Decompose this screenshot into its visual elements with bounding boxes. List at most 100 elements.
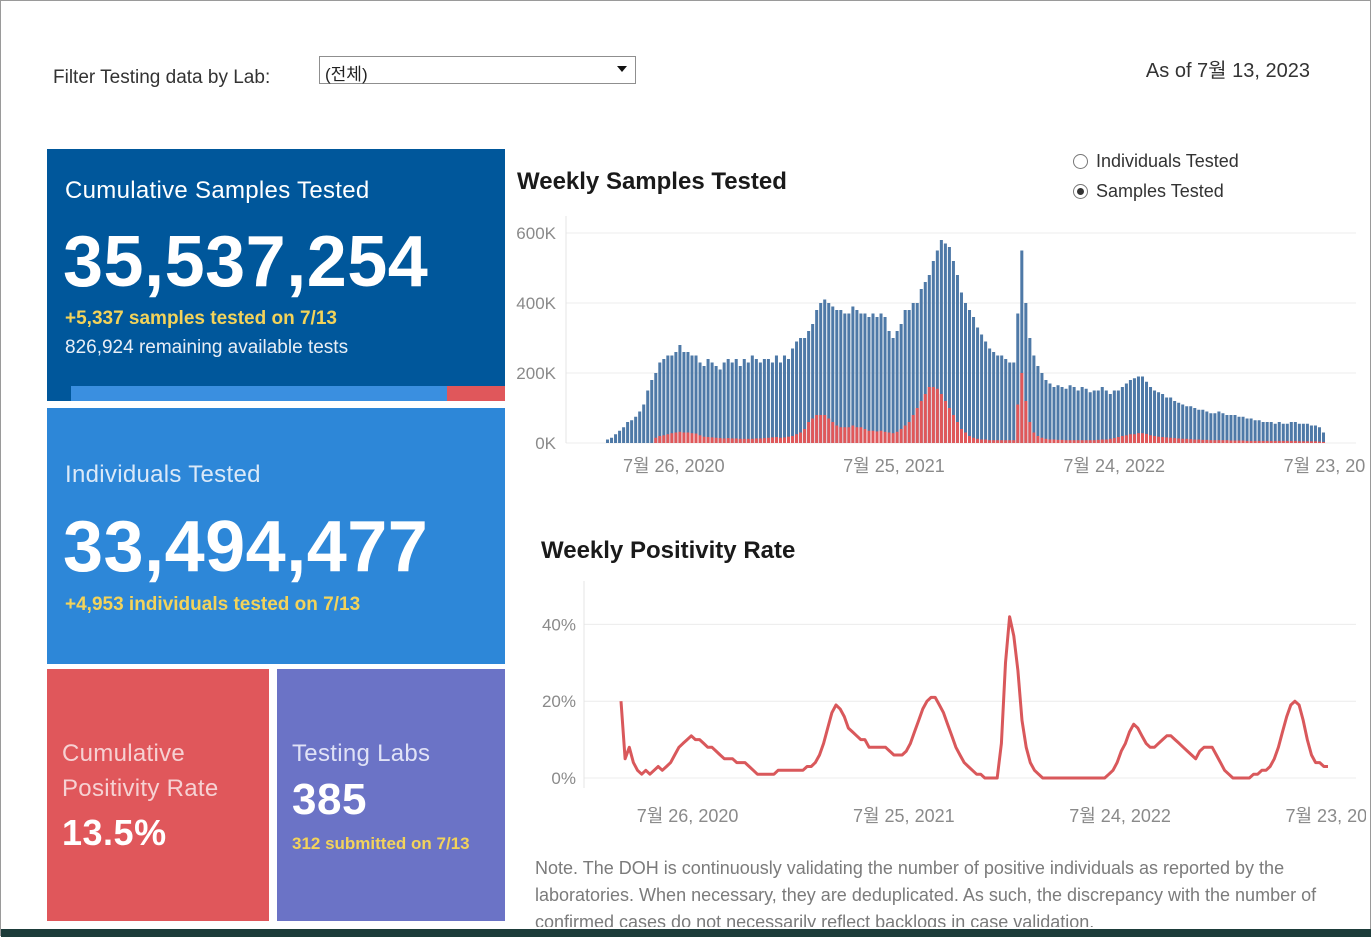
- bar-positive: [915, 408, 919, 443]
- bar-samples: [1060, 387, 1064, 443]
- bar-positive: [746, 438, 750, 443]
- bar-samples: [1241, 416, 1245, 443]
- bar-samples: [622, 427, 626, 443]
- bar-positive: [787, 436, 791, 443]
- bar-samples: [1136, 376, 1140, 443]
- radio-button-selected-icon: [1073, 184, 1088, 199]
- bar-samples: [871, 313, 875, 443]
- bar-positive: [992, 440, 996, 443]
- x-tick-label: 7월 25, 2021: [853, 806, 955, 826]
- radio-samples-tested[interactable]: Samples Tested: [1073, 181, 1224, 202]
- footer-strip: [1, 929, 1371, 937]
- bar-samples: [819, 303, 823, 443]
- bar-positive: [1157, 436, 1161, 443]
- bar-samples: [1201, 409, 1205, 443]
- positivity-line: [619, 615, 1328, 780]
- bar-samples: [951, 261, 955, 443]
- bar-positive: [968, 436, 972, 443]
- bar-samples: [1064, 388, 1068, 443]
- bar-samples: [650, 380, 654, 443]
- bar-positive: [1321, 441, 1325, 443]
- bar-samples: [674, 352, 678, 443]
- x-tick-label: 7월 26, 2020: [637, 806, 739, 826]
- bar-samples: [803, 338, 807, 443]
- bar-samples: [778, 362, 782, 443]
- bar-positive: [823, 415, 827, 443]
- bar-positive: [791, 436, 795, 443]
- bar-positive: [706, 437, 710, 443]
- bar-positive: [1092, 440, 1096, 443]
- bar-samples: [1277, 422, 1281, 443]
- bar-positive: [1301, 441, 1305, 443]
- bar-positive: [1149, 435, 1153, 443]
- bar-samples: [851, 306, 855, 443]
- bar-positive: [1297, 441, 1301, 443]
- bar-samples: [827, 303, 831, 443]
- bar-samples: [1068, 385, 1072, 443]
- bar-positive: [795, 434, 799, 443]
- bar-samples: [718, 369, 722, 443]
- bar-positive: [774, 437, 778, 443]
- bar-samples: [1269, 422, 1273, 443]
- bar-positive: [947, 408, 951, 443]
- bar-samples: [702, 366, 706, 443]
- bar-samples: [992, 352, 996, 443]
- bar-samples: [1301, 423, 1305, 443]
- bar-samples: [1297, 423, 1301, 443]
- bar-positive: [1293, 440, 1297, 443]
- bar-samples: [1144, 381, 1149, 443]
- bar-positive: [939, 394, 943, 443]
- bar-positive: [887, 432, 891, 443]
- bar-samples: [867, 317, 871, 443]
- bar-positive: [996, 440, 1000, 443]
- radio-individuals-tested[interactable]: Individuals Tested: [1073, 151, 1239, 172]
- bar-positive: [951, 415, 955, 443]
- bar-positive: [1068, 440, 1072, 443]
- bar-positive: [1161, 437, 1165, 443]
- bar-positive: [1261, 440, 1265, 443]
- bar-positive: [662, 435, 666, 443]
- bar-positive: [698, 435, 702, 443]
- bar-samples: [927, 275, 931, 443]
- bar-samples: [750, 355, 754, 443]
- bar-samples: [1273, 423, 1277, 443]
- positivity-rate-value: 13.5%: [62, 812, 167, 853]
- bar-samples: [1072, 387, 1076, 443]
- bar-samples: [1253, 420, 1257, 443]
- bar-samples: [1305, 423, 1309, 443]
- bar-samples: [811, 324, 815, 443]
- card-title: Cumulative Samples Tested: [65, 177, 370, 204]
- bar-samples: [1149, 387, 1153, 443]
- radio-label: Samples Tested: [1096, 181, 1224, 201]
- bar-samples: [1096, 390, 1100, 443]
- bar-positive: [811, 418, 815, 443]
- bar-positive: [1241, 440, 1245, 443]
- y-tick-label: 400K: [516, 294, 556, 313]
- bar-positive: [851, 425, 855, 443]
- bar-samples: [1309, 425, 1313, 443]
- bar-positive: [702, 436, 706, 443]
- bar-samples: [626, 422, 630, 443]
- bar-samples: [1249, 418, 1253, 443]
- bar-samples: [1285, 423, 1289, 443]
- bar-samples: [1052, 387, 1056, 443]
- y-tick-label: 20%: [542, 692, 576, 711]
- bar-samples: [1124, 383, 1128, 443]
- bar-positive: [1048, 439, 1052, 443]
- bar-samples: [1088, 392, 1092, 443]
- bar-samples: [694, 355, 698, 443]
- bar-positive: [1020, 373, 1024, 443]
- bar-positive: [1277, 440, 1281, 443]
- bar-positive: [770, 437, 774, 443]
- bar-positive: [1265, 440, 1269, 443]
- bar-samples: [642, 404, 646, 443]
- lab-filter-dropdown[interactable]: (전체): [319, 56, 636, 84]
- bar-samples: [1189, 406, 1193, 443]
- bar-samples: [899, 324, 903, 443]
- positivity-rate-card: Cumulative Positivity Rate 13.5%: [47, 669, 269, 921]
- bar-samples: [1257, 420, 1261, 443]
- bar-samples: [919, 289, 923, 443]
- bar-samples: [1313, 425, 1317, 443]
- bar-positive: [766, 437, 770, 443]
- bar-positive: [859, 427, 863, 443]
